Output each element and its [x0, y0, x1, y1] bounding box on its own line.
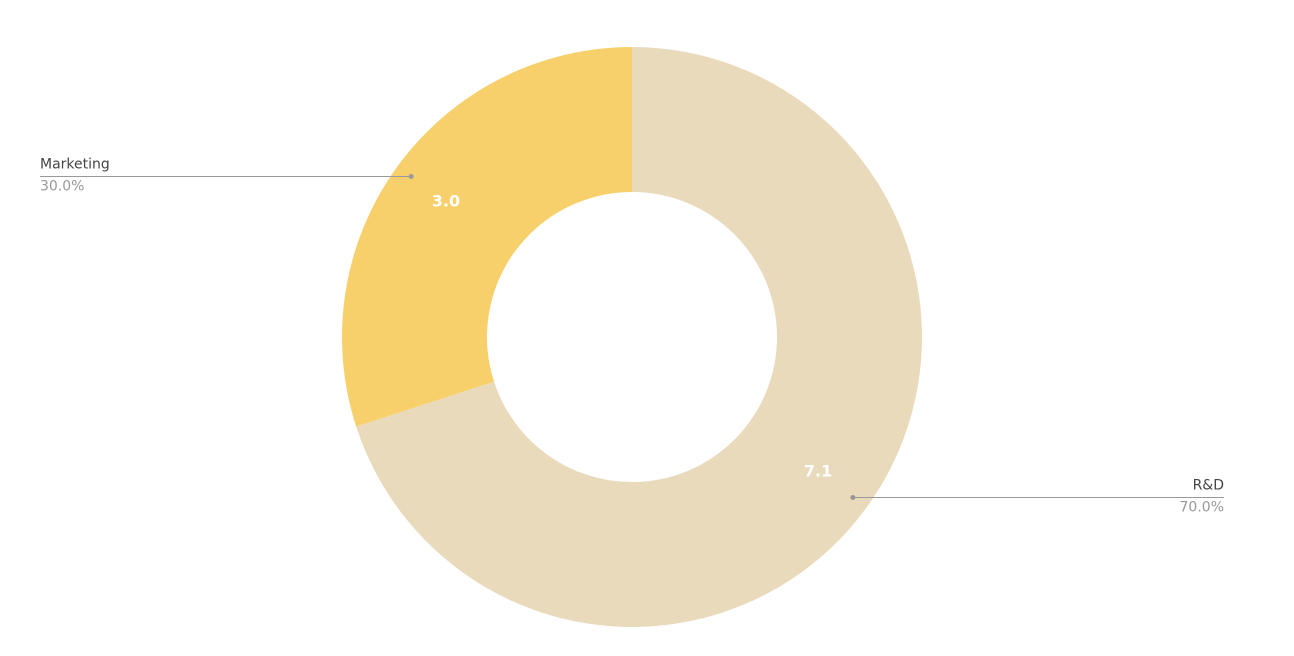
value-label: 3.0: [432, 191, 460, 210]
leader-dot: [850, 494, 856, 500]
category-label: R&D: [1193, 477, 1224, 493]
donut-slice: [356, 47, 922, 627]
percent-label: 30.0%: [40, 179, 84, 195]
percent-label: 70.0%: [1180, 499, 1224, 515]
category-label: Marketing: [40, 157, 110, 173]
donut-slice: [341, 47, 632, 427]
leader-dot: [408, 174, 414, 180]
value-label: 7.1: [804, 462, 832, 481]
